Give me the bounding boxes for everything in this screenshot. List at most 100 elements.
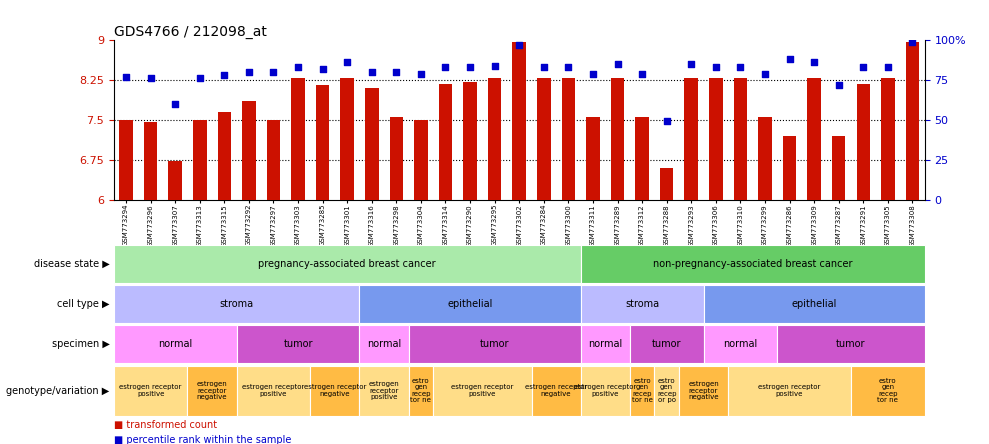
Bar — [581, 246, 925, 283]
Point — [536, 63, 552, 71]
Point — [462, 63, 478, 71]
Bar — [408, 366, 433, 416]
Bar — [679, 366, 728, 416]
Point — [905, 38, 921, 45]
Point — [192, 75, 208, 82]
Text: estro
gen
recep
tor ne: estro gen recep tor ne — [877, 378, 898, 404]
Bar — [851, 366, 925, 416]
Text: estrogen
receptor
negative: estrogen receptor negative — [688, 381, 719, 400]
Bar — [114, 366, 188, 416]
Text: cell type ▶: cell type ▶ — [57, 299, 110, 309]
Point — [880, 63, 896, 71]
Bar — [463, 82, 477, 200]
Point — [659, 118, 674, 125]
Bar — [630, 366, 655, 416]
Point — [142, 75, 158, 82]
Bar — [114, 325, 236, 363]
Text: non-pregnancy-associated breast cancer: non-pregnancy-associated breast cancer — [653, 259, 853, 269]
Bar — [684, 78, 698, 200]
Bar — [120, 120, 133, 200]
Bar — [581, 325, 630, 363]
Text: ■ percentile rank within the sample: ■ percentile rank within the sample — [114, 435, 291, 444]
Text: estro
gen
recep
tor ne: estro gen recep tor ne — [410, 378, 431, 404]
Text: tumor: tumor — [837, 339, 865, 349]
Text: normal: normal — [367, 339, 402, 349]
Text: epithelial: epithelial — [791, 299, 837, 309]
Point — [585, 70, 601, 77]
Text: estrogen
receptor
positive: estrogen receptor positive — [369, 381, 400, 400]
Point — [708, 63, 724, 71]
Text: estrogen receptor
positive: estrogen receptor positive — [451, 385, 513, 397]
Text: estrogen
receptor
negative: estrogen receptor negative — [197, 381, 227, 400]
Text: ■ transformed count: ■ transformed count — [114, 420, 217, 430]
Bar — [630, 325, 703, 363]
Bar — [340, 78, 354, 200]
Bar — [311, 366, 359, 416]
Bar — [581, 285, 703, 323]
Bar — [728, 366, 851, 416]
Bar — [759, 117, 771, 200]
Point — [437, 63, 453, 71]
Bar — [832, 136, 846, 200]
Bar — [236, 366, 311, 416]
Text: estro
gen
recep
tor ne: estro gen recep tor ne — [632, 378, 653, 404]
Point — [364, 68, 380, 75]
Text: tumor: tumor — [283, 339, 313, 349]
Bar — [114, 246, 581, 283]
Text: specimen ▶: specimen ▶ — [51, 339, 110, 349]
Text: estrogen receptor
negative: estrogen receptor negative — [304, 385, 366, 397]
Bar — [390, 117, 404, 200]
Text: stroma: stroma — [625, 299, 659, 309]
Point — [315, 65, 330, 72]
Bar — [433, 366, 531, 416]
Text: normal: normal — [158, 339, 192, 349]
Bar — [488, 78, 501, 200]
Text: disease state ▶: disease state ▶ — [34, 259, 110, 269]
Point — [339, 59, 355, 66]
Text: estrogen receptor
positive: estrogen receptor positive — [759, 385, 821, 397]
Bar — [218, 112, 231, 200]
Point — [241, 68, 257, 75]
Point — [855, 63, 871, 71]
Bar — [906, 42, 919, 200]
Point — [561, 63, 577, 71]
Point — [266, 68, 282, 75]
Bar — [734, 78, 747, 200]
Bar — [236, 325, 359, 363]
Bar — [188, 366, 236, 416]
Bar — [709, 78, 723, 200]
Bar — [635, 117, 649, 200]
Bar — [267, 120, 280, 200]
Point — [733, 63, 749, 71]
Bar — [660, 168, 674, 200]
Bar — [365, 88, 379, 200]
Bar — [242, 101, 255, 200]
Bar — [856, 83, 870, 200]
Point — [757, 70, 772, 77]
Bar — [537, 78, 551, 200]
Point — [217, 71, 232, 79]
Bar — [703, 285, 925, 323]
Text: genotype/variation ▶: genotype/variation ▶ — [7, 386, 110, 396]
Text: tumor: tumor — [652, 339, 681, 349]
Point — [831, 81, 847, 88]
Bar — [193, 120, 207, 200]
Point — [609, 60, 625, 67]
Bar — [414, 120, 427, 200]
Text: estrogen receptor
positive: estrogen receptor positive — [574, 385, 637, 397]
Point — [806, 59, 822, 66]
Bar — [359, 285, 581, 323]
Bar — [581, 366, 630, 416]
Text: estrogen receptor
positive: estrogen receptor positive — [120, 385, 182, 397]
Point — [167, 100, 183, 107]
Text: epithelial: epithelial — [447, 299, 493, 309]
Point — [511, 41, 527, 48]
Text: stroma: stroma — [220, 299, 253, 309]
Bar — [562, 78, 576, 200]
Text: normal: normal — [723, 339, 758, 349]
Bar — [783, 136, 796, 200]
Point — [683, 60, 699, 67]
Bar — [292, 78, 305, 200]
Bar — [703, 325, 777, 363]
Point — [413, 70, 429, 77]
